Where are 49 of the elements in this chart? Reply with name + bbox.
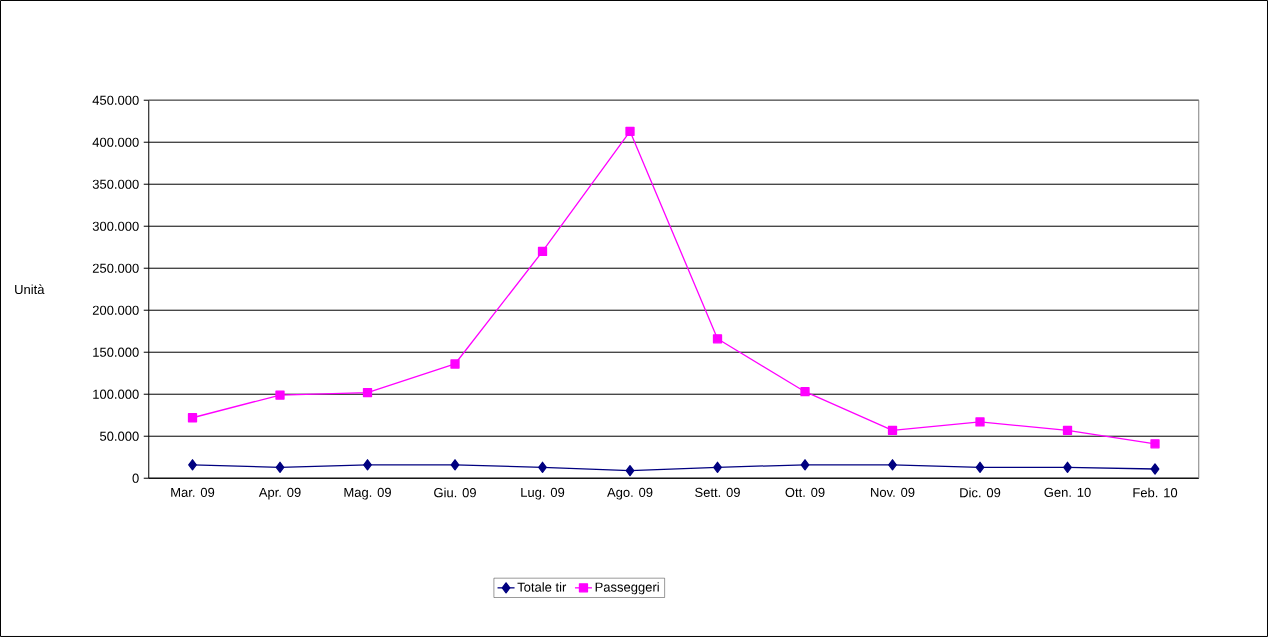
x-tick-label: Lug. 09: [521, 487, 565, 500]
point: [537, 246, 548, 257]
y-tick-label: 300.000: [92, 221, 139, 231]
point: [450, 359, 460, 369]
point: [888, 459, 897, 471]
x-tick-label: Giu. 09: [434, 487, 476, 498]
y-tick-label: 150.000: [93, 347, 139, 357]
y-axis-title: Unità: [15, 284, 45, 295]
legend-label: Totale tir: [517, 582, 567, 592]
x-tick-label: Sett. 09: [695, 487, 740, 497]
y-tick-label: 200.000: [92, 305, 139, 315]
x-tick-label: Gen. 10: [1044, 487, 1091, 497]
y-tick-label: 50.000: [99, 431, 139, 441]
point: [800, 459, 810, 471]
point: [363, 459, 372, 471]
point: [538, 461, 547, 473]
x-tick-label: Feb. 10: [1133, 487, 1178, 498]
point: [1063, 461, 1072, 473]
point: [450, 459, 460, 471]
x-tick-label: Apr. 09: [258, 487, 301, 500]
point: [275, 390, 285, 400]
y-tick-label: 0: [132, 473, 139, 483]
y-tick-label: 100.000: [93, 389, 139, 399]
point: [712, 334, 723, 344]
x-tick-label: Dic. 09: [960, 487, 1001, 498]
point: [1150, 439, 1160, 449]
x-tick-label: Mar. 09: [171, 487, 215, 497]
x-tick-label: Mag. 09: [344, 487, 391, 500]
legend-label: Passeggeri: [595, 582, 659, 595]
point: [975, 461, 985, 473]
y-tick-label: 250.000: [92, 263, 139, 273]
point: [713, 461, 722, 473]
point: [625, 126, 635, 136]
point: [275, 461, 285, 473]
x-tick-label: Ott. 09: [785, 487, 825, 497]
y-tick-label: 400.000: [92, 137, 139, 147]
point: [1150, 463, 1160, 475]
x-tick-label: Nov. 09: [871, 487, 915, 497]
point: [625, 465, 635, 477]
x-tick-label: Ago. 09: [607, 487, 653, 500]
point: [887, 425, 898, 435]
y-tick-label: 450.000: [92, 95, 139, 105]
point: [1062, 425, 1073, 435]
y-tick-label: 350.000: [92, 179, 139, 189]
point: [187, 413, 198, 423]
point: [188, 459, 197, 471]
point: [362, 387, 373, 398]
point: [975, 417, 985, 427]
point: [800, 387, 810, 397]
